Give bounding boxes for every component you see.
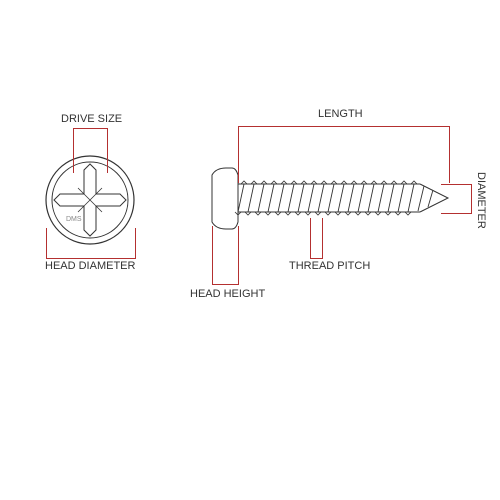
diameter-label: DIAMETER <box>475 172 487 229</box>
length-label: LENGTH <box>318 108 363 120</box>
watermark: DMS <box>66 216 82 223</box>
diameter-bracket <box>441 184 472 214</box>
head-height-bracket <box>212 226 239 285</box>
thread-pitch-label: THREAD PITCH <box>289 260 370 272</box>
head-height-label: HEAD HEIGHT <box>190 288 265 300</box>
length-bracket <box>238 126 450 183</box>
drive-size-bracket <box>73 128 108 173</box>
thread-pitch-bracket <box>310 218 323 259</box>
head-diameter-label: HEAD DIAMETER <box>45 260 135 272</box>
drive-size-label: DRIVE SIZE <box>61 113 122 125</box>
head-diameter-bracket <box>46 228 136 259</box>
